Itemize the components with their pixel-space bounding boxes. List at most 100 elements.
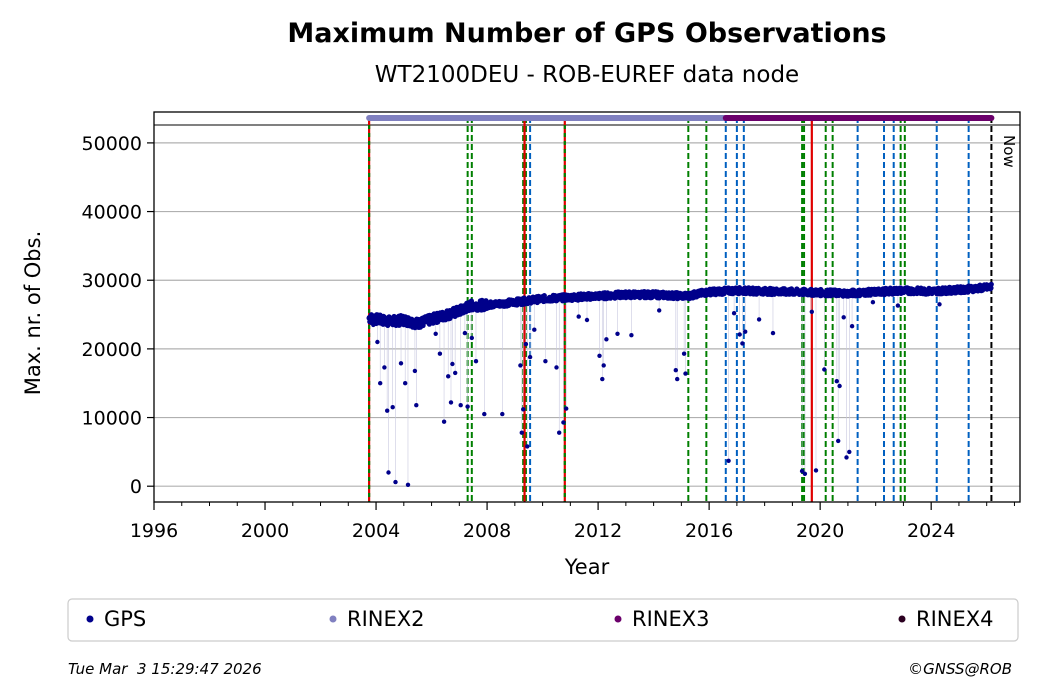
- grid-lines: [154, 124, 1020, 487]
- gps-outlier-point: [393, 479, 398, 485]
- legend-item-rinex3: RINEX3: [614, 607, 710, 631]
- now-label: Now: [1000, 135, 1018, 168]
- gps-outlier-point: [847, 449, 852, 455]
- gps-outlier-point: [834, 379, 839, 384]
- y-tick-label: 0: [130, 476, 142, 498]
- gps-outlier-point: [802, 471, 808, 476]
- y-tick-label: 20000: [82, 339, 142, 361]
- gps-outlier-point: [799, 468, 805, 474]
- gps-point: [988, 281, 994, 287]
- gps-outlier-point: [554, 365, 559, 370]
- gps-outlier-point: [482, 411, 487, 417]
- legend-marker-rinex4: [898, 615, 906, 623]
- gps-outlier-point: [500, 411, 505, 417]
- legend-marker-gps: [86, 615, 94, 623]
- chart-subtitle: WT2100DEU - ROB-EUREF data node: [375, 62, 799, 88]
- gps-outlier-point: [525, 444, 530, 449]
- x-tick-label: 2000: [241, 520, 289, 542]
- x-tick-label: 2016: [685, 520, 733, 542]
- y-tick-label: 10000: [82, 408, 142, 430]
- legend-item-rinex2: RINEX2: [329, 607, 425, 631]
- gps-outlier-point: [382, 365, 387, 370]
- gps-outlier-point: [683, 371, 688, 376]
- gps-outlier-point: [433, 331, 438, 336]
- x-axis-label: Year: [564, 555, 610, 579]
- gps-outlier-point: [681, 351, 687, 356]
- gps-outlier-point: [615, 331, 620, 336]
- gps-outlier-point: [870, 300, 876, 305]
- gps-outlier-point: [398, 361, 404, 366]
- footer-timestamp: Tue Mar 3 15:29:47 2026: [68, 660, 262, 678]
- x-tick-label: 1996: [130, 520, 178, 542]
- y-tick-label: 40000: [82, 202, 142, 224]
- chart-title: Maximum Number of GPS Observations: [287, 18, 886, 49]
- gps-outlier-point: [841, 315, 846, 320]
- gps-outlier-point: [527, 354, 533, 360]
- gps-outlier-point: [937, 302, 942, 307]
- gps-outlier-point: [458, 403, 463, 408]
- gps-outlier-point: [604, 337, 609, 342]
- gps-outlier-point: [448, 400, 454, 405]
- gps-outlier-point: [756, 317, 762, 322]
- gps-outlier-point: [600, 376, 605, 382]
- gps-outlier-point: [675, 376, 680, 382]
- gps-outlier-point: [743, 329, 748, 334]
- gps-outlier-point: [737, 332, 742, 337]
- gps-outlier-point: [532, 327, 537, 332]
- legend-item-gps: GPS: [86, 607, 146, 631]
- gps-outlier-point: [469, 335, 474, 341]
- gps-outlier-point: [518, 363, 523, 368]
- gps-outlier-point: [378, 381, 383, 386]
- gps-outlier-point: [731, 311, 737, 316]
- legend-frame: [67, 598, 1019, 642]
- gps-outlier-point: [473, 359, 479, 364]
- gps-outlier-point: [412, 368, 418, 374]
- legend-item-rinex4: RINEX4: [898, 607, 994, 631]
- legend-label-rinex4: RINEX4: [916, 607, 994, 631]
- gps-outlier-point: [673, 368, 678, 373]
- gps-outlier-point: [437, 351, 443, 356]
- gps-outlier-point: [657, 308, 662, 313]
- x-tick-label: 2020: [796, 520, 844, 542]
- x-tick-label: 2012: [574, 520, 622, 542]
- gps-outlier-point: [375, 339, 380, 345]
- plot-frame: [153, 111, 1021, 503]
- gps-outlier-point: [386, 470, 391, 475]
- legend-marker-rinex3: [614, 615, 622, 623]
- gps-outlier-point: [844, 455, 849, 460]
- legend-label-rinex2: RINEX2: [347, 607, 425, 631]
- gps-outlier-point: [521, 407, 526, 412]
- gps-outlier-point: [385, 408, 390, 413]
- x-tick-label: 2004: [352, 520, 400, 542]
- gps-outlier-point: [849, 324, 855, 329]
- data-points: [366, 281, 994, 487]
- legend-marker-rinex2: [329, 615, 337, 623]
- gps-outlier-point: [836, 438, 841, 444]
- gps-outlier-point: [450, 361, 455, 367]
- gps-outlier-point: [809, 309, 814, 314]
- gps-outlier-point: [523, 341, 529, 347]
- y-tick-label: 50000: [82, 133, 142, 155]
- footer-copyright: ©GNSS@ROB: [908, 660, 1012, 678]
- gps-outlier-point: [813, 468, 819, 473]
- legend: GPS RINEX2 RINEX3 RINEX4: [67, 598, 1019, 642]
- gps-outlier-point: [584, 317, 590, 323]
- gps-outlier-point: [371, 322, 376, 328]
- gps-outlier-point: [557, 430, 562, 435]
- gps-outlier-point: [822, 367, 827, 372]
- gps-outlier-point: [446, 374, 451, 379]
- gps-outlier-point: [414, 403, 419, 408]
- gps-outlier-point: [564, 406, 569, 411]
- gps-point: [988, 285, 994, 291]
- gps-outlier-point: [726, 458, 731, 463]
- gps-outlier-point: [561, 420, 566, 425]
- legend-label-rinex3: RINEX3: [632, 607, 710, 631]
- gps-outlier-point: [403, 381, 408, 386]
- gps-outlier-point: [576, 314, 581, 319]
- gps-outlier-point: [462, 330, 468, 336]
- gps-outlier-point: [519, 430, 524, 435]
- gps-outlier-point: [895, 303, 901, 308]
- gps-outlier-point: [453, 370, 458, 376]
- gps-outlier-point: [770, 330, 776, 336]
